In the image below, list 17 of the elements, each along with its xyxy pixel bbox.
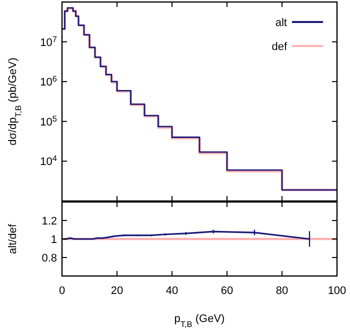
- x-tick-label: 80: [276, 285, 288, 297]
- y-axis-title: alt/def: [7, 223, 19, 254]
- y-tick-label: 1: [50, 234, 57, 246]
- x-tick-label: 0: [58, 285, 66, 297]
- x-tick-label: 20: [110, 285, 124, 297]
- y-tick-label: 10$^{6}$: [40, 74, 58, 89]
- y-tick-label: 1.2: [42, 216, 57, 228]
- y-tick-label: 10$^{5}$: [40, 114, 58, 128]
- y-tick-label: 10$^{4}$: [40, 154, 58, 168]
- y-tick-label: 10$^{7}$: [40, 34, 58, 49]
- x-tick-label: 100: [328, 285, 346, 297]
- x-tick-label: 60: [220, 285, 234, 297]
- legend-label: def: [272, 41, 288, 53]
- x-tick-label: 40: [166, 285, 178, 297]
- x-axis-title: p$_{T,B}$ (GeV): [174, 313, 225, 328]
- legend-label: alt: [275, 17, 287, 29]
- y-tick-label: 0.8: [42, 252, 57, 264]
